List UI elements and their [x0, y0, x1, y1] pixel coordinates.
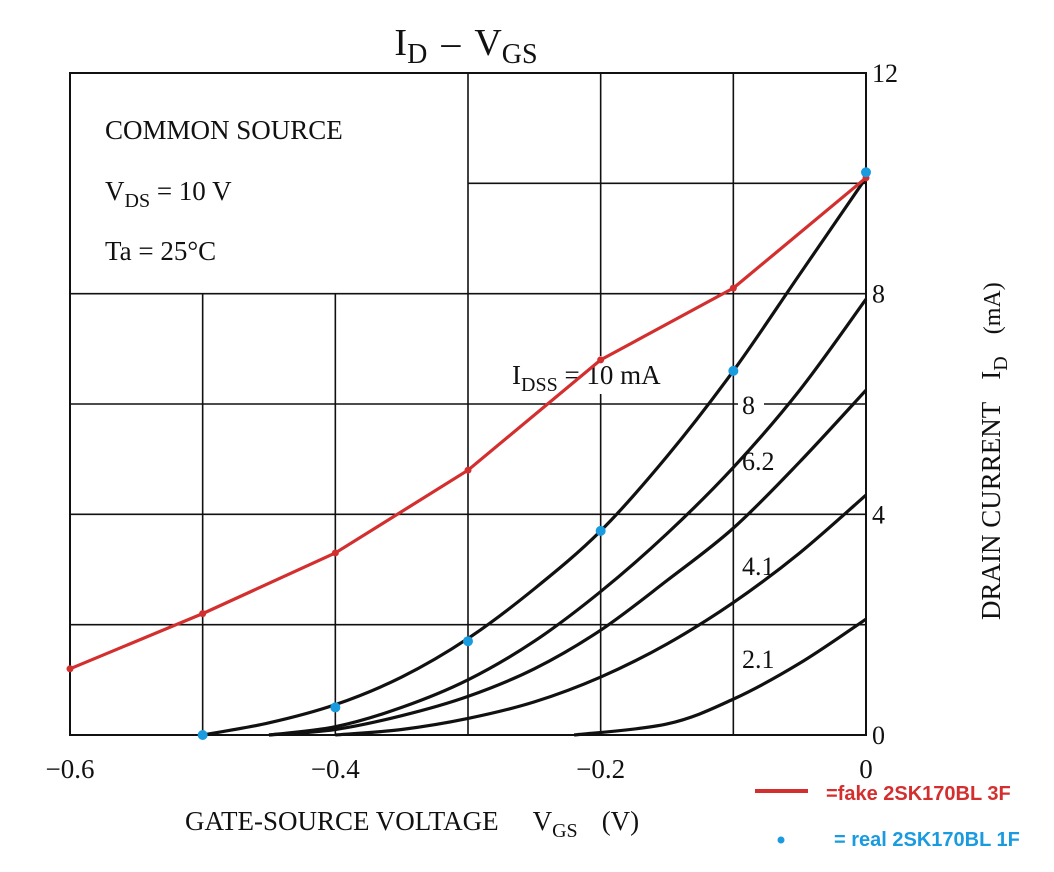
fake-series-point	[597, 356, 605, 364]
curve-label-bg	[738, 446, 786, 474]
series-curve	[573, 617, 867, 737]
series-curve	[335, 493, 868, 737]
series-curve	[268, 298, 868, 737]
condition-vds: VDS = 10 V	[105, 176, 232, 212]
curve-label-bg	[738, 552, 786, 580]
legend-label-fake: =fake 2SK170BL 3F	[826, 783, 1011, 805]
real-series-point	[463, 636, 473, 647]
curve-label-bg	[738, 392, 764, 418]
curve-label-bg	[738, 644, 786, 672]
x-tick-labels: −0.6 −0.4 −0.2 0	[46, 754, 873, 784]
measured-series	[66, 167, 871, 740]
grid	[70, 73, 866, 735]
legend-swatch-real	[777, 836, 785, 844]
x-tick-label: 0	[859, 754, 873, 784]
y-axis-label: DRAIN CURRENTID(mA)	[976, 282, 1012, 620]
y-tick-label: 0	[872, 721, 885, 750]
legend: =fake 2SK170BL 3F = real 2SK170BL 1F	[755, 783, 1020, 851]
x-axis-label: GATE-SOURCE VOLTAGE VGS (V)	[185, 806, 639, 842]
real-series-point	[595, 525, 606, 536]
condition-mode: COMMON SOURCE	[105, 115, 343, 145]
curve-label-8: 8	[742, 391, 755, 420]
condition-ta: Ta = 25°C	[105, 236, 216, 266]
plot-frame	[69, 72, 867, 736]
idss-label: IDSS = 10 mA	[512, 360, 661, 396]
idss-label-bg	[504, 356, 714, 394]
x-tick-label: −0.4	[311, 754, 360, 784]
series-curve	[202, 176, 868, 737]
fake-series-point	[199, 610, 207, 618]
fake-series-point	[66, 665, 74, 673]
y-tick-label: 12	[872, 59, 898, 88]
fake-series-point	[729, 284, 737, 292]
real-series-point	[728, 365, 739, 376]
curve-label-2-1: 2.1	[742, 645, 775, 674]
conditions: COMMON SOURCE VDS = 10 V Ta = 25°C	[105, 115, 343, 266]
chart-title: ID – VGS	[394, 22, 537, 70]
y-tick-labels: 12 8 4 0	[872, 59, 898, 750]
series-curve	[268, 389, 868, 737]
x-tick-label: −0.2	[576, 754, 625, 784]
fake-series-point	[331, 549, 339, 557]
x-tick-label: −0.6	[46, 754, 95, 784]
y-tick-label: 8	[872, 280, 885, 309]
real-series-point	[330, 702, 341, 713]
legend-label-real: = real 2SK170BL 1F	[834, 829, 1020, 851]
curves	[202, 176, 868, 737]
real-series-point	[861, 167, 871, 178]
y-tick-label: 4	[872, 500, 885, 529]
fake-series-point	[464, 466, 472, 474]
curve-labels: 8 6.2 4.1 2.1	[738, 391, 786, 674]
real-series-point	[197, 730, 208, 740]
